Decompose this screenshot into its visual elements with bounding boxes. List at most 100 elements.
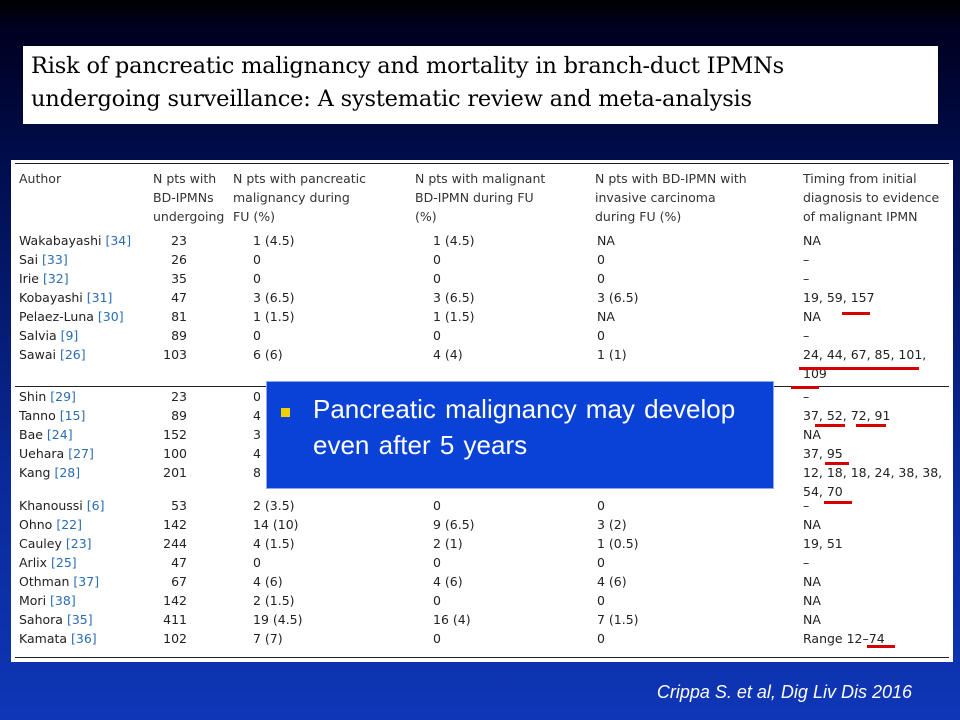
column-header-invasive-carcinoma: invasive carcinoma	[595, 190, 716, 205]
red-underline-mark	[815, 424, 845, 427]
column-header-malignant-bd-ipmn: (%)	[415, 209, 437, 224]
author-name: Uehara	[19, 446, 69, 461]
author-name: Wakabayashi	[19, 233, 106, 248]
pancreatic-malignancy-cell: 2 (1.5)	[253, 593, 295, 608]
malignant-bd-ipmn-cell: 0	[433, 271, 441, 286]
callout-box: Pancreatic malignancy may develop even a…	[266, 381, 774, 489]
author-name: Ohno	[19, 517, 57, 532]
author-cell: Mori [38]	[19, 591, 76, 610]
timing-cell: –	[803, 252, 810, 267]
reference-link[interactable]: [29]	[50, 389, 76, 404]
author-cell: Bae [24]	[19, 425, 73, 444]
reference-link[interactable]: [22]	[56, 517, 82, 532]
invasive-carcinoma-cell: NA	[597, 309, 615, 324]
red-underline-mark	[825, 462, 849, 465]
reference-link[interactable]: [15]	[59, 408, 86, 423]
n-pts-cell: 35	[171, 271, 187, 286]
pancreatic-malignancy-cell: 1 (1.5)	[253, 309, 295, 324]
author-name: Kobayashi	[19, 290, 87, 305]
malignant-bd-ipmn-cell: 0	[433, 631, 441, 646]
author-name: Shin	[19, 389, 51, 404]
malignant-bd-ipmn-cell: 1 (4.5)	[433, 233, 475, 248]
author-name: Sawai	[19, 347, 60, 362]
reference-link[interactable]: [23]	[65, 536, 92, 551]
reference-link[interactable]: [6]	[86, 498, 105, 513]
column-header-timing: diagnosis to evidence	[803, 190, 940, 205]
n-pts-cell: 201	[163, 465, 187, 480]
author-cell: Sawai [26]	[19, 345, 86, 364]
pancreatic-malignancy-cell: 4 (1.5)	[253, 536, 295, 551]
timing-cell: –	[803, 555, 810, 570]
reference-link[interactable]: [26]	[59, 347, 86, 362]
invasive-carcinoma-cell: 4 (6)	[597, 574, 627, 589]
author-name: Arlix	[19, 555, 52, 570]
author-cell: Arlix [25]	[19, 553, 77, 572]
invasive-carcinoma-cell: 0	[597, 555, 605, 570]
author-cell: Kobayashi [31]	[19, 288, 112, 307]
column-header-n-pts: N pts with	[153, 171, 217, 186]
author-name: Mori	[19, 593, 51, 608]
red-underline-mark	[799, 367, 919, 370]
invasive-carcinoma-cell: 3 (2)	[597, 517, 627, 532]
timing-cell: NA	[803, 233, 821, 248]
timing-cell: –	[803, 389, 810, 404]
timing-cell: NA	[803, 574, 821, 589]
n-pts-cell: 244	[163, 536, 187, 551]
column-header-n-pts: BD-IPMNs	[153, 190, 214, 205]
pancreatic-malignancy-cell: 0	[253, 271, 261, 286]
reference-link[interactable]: [37]	[73, 574, 100, 589]
reference-link[interactable]: [34]	[105, 233, 132, 248]
reference-link[interactable]: [35]	[66, 612, 93, 627]
reference-link[interactable]: [9]	[60, 328, 79, 343]
timing-cell: 37, 52, 72, 91	[803, 408, 891, 423]
reference-link[interactable]: [28]	[54, 465, 81, 480]
invasive-carcinoma-cell: 3 (6.5)	[597, 290, 639, 305]
author-cell: Shin [29]	[19, 387, 76, 406]
timing-cell: NA	[803, 309, 821, 324]
reference-link[interactable]: [38]	[50, 593, 76, 608]
article-title-line-2: undergoing surveillance: A systematic re…	[31, 86, 752, 112]
timing-cell: –	[803, 328, 810, 343]
column-header-malignant-bd-ipmn: BD-IPMN during FU	[415, 190, 534, 205]
author-cell: Sahora [35]	[19, 610, 93, 629]
n-pts-cell: 23	[171, 233, 187, 248]
reference-link[interactable]: [32]	[42, 271, 69, 286]
author-cell: Cauley [23]	[19, 534, 92, 553]
table-bottom-rule	[15, 657, 949, 659]
n-pts-cell: 142	[163, 593, 187, 608]
timing-cell: –	[803, 498, 810, 513]
invasive-carcinoma-cell: 7 (1.5)	[597, 612, 639, 627]
malignant-bd-ipmn-cell: 0	[433, 555, 441, 570]
author-cell: Kang [28]	[19, 463, 80, 482]
column-header-malignant-bd-ipmn: N pts with malignant	[415, 171, 546, 186]
pancreatic-malignancy-cell: 4 (6)	[253, 574, 283, 589]
author-name: Tanno	[19, 408, 60, 423]
column-header-n-pts: undergoing	[153, 209, 225, 224]
column-header-pancreatic-malignancy: FU (%)	[233, 209, 275, 224]
timing-cell: NA	[803, 612, 821, 627]
reference-link[interactable]: [33]	[42, 252, 68, 267]
reference-link[interactable]: [31]	[86, 290, 113, 305]
column-header-timing: Timing from initial	[803, 171, 917, 186]
reference-link[interactable]: [30]	[97, 309, 124, 324]
citation: Crippa S. et al, Dig Liv Dis 2016	[656, 682, 912, 702]
invasive-carcinoma-cell: 0	[597, 498, 605, 513]
invasive-carcinoma-cell: NA	[597, 233, 615, 248]
reference-link[interactable]: [27]	[68, 446, 94, 461]
invasive-carcinoma-cell: 1 (0.5)	[597, 536, 639, 551]
author-cell: Kamata [36]	[19, 629, 97, 648]
author-name: Kamata	[19, 631, 72, 646]
n-pts-cell: 81	[171, 309, 187, 324]
n-pts-cell: 47	[171, 555, 187, 570]
timing-cell: –	[803, 271, 810, 286]
reference-link[interactable]: [25]	[51, 555, 77, 570]
reference-link[interactable]: [36]	[71, 631, 97, 646]
reference-link[interactable]: [24]	[46, 427, 73, 442]
column-header-invasive-carcinoma: N pts with BD-IPMN with	[595, 171, 747, 186]
n-pts-cell: 142	[163, 517, 187, 532]
n-pts-cell: 26	[171, 252, 187, 267]
column-header-author: Author	[19, 171, 62, 186]
n-pts-cell: 102	[163, 631, 187, 646]
red-underline-mark	[791, 386, 819, 389]
pancreatic-malignancy-cell: 2 (3.5)	[253, 498, 295, 513]
